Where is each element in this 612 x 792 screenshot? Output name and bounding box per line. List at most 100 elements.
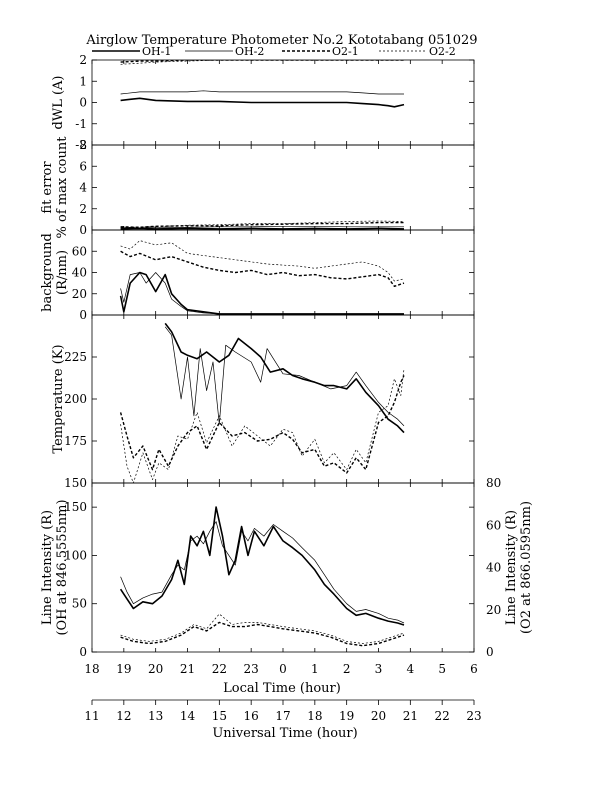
series-o2-1 — [119, 375, 405, 474]
legend-label-o2-1: O2-1 — [332, 45, 359, 58]
ut-tick-label: 19 — [339, 709, 354, 723]
local-time-tick-label: 21 — [180, 662, 195, 676]
series-o2-2 — [120, 240, 405, 282]
local-time-tick-label: 4 — [407, 662, 415, 676]
series-oh-1 — [119, 506, 405, 626]
y-tick-label: 0 — [79, 308, 87, 322]
panel-1: 2 1 0 -1 -2 dWL (A) — [51, 53, 475, 152]
y-tick-label: -2 — [75, 138, 87, 152]
ut-tick-label: 15 — [212, 709, 227, 723]
y-tick-label: 150 — [64, 500, 87, 514]
ut-tick-label: 21 — [403, 709, 418, 723]
y-tick-label: 175 — [64, 434, 87, 448]
local-time-tick-label: 6 — [470, 662, 478, 676]
y-axis-label-2: (R/nm) — [55, 250, 70, 295]
ut-tick-label: 11 — [84, 709, 99, 723]
ut-tick-label: 13 — [148, 709, 163, 723]
local-time-tick-label: 5 — [438, 662, 446, 676]
local-time-axis-label: Local Time (hour) — [223, 681, 341, 696]
y-tick-label: 40 — [72, 266, 87, 280]
local-time-tick-label: 20 — [148, 662, 163, 676]
y-tick-label: 60 — [72, 244, 87, 258]
legend-label-oh-1: OH-1 — [142, 45, 171, 58]
local-time-tick-label: 22 — [212, 662, 227, 676]
y-tick-label: 8 — [79, 138, 87, 152]
ut-axis-label: Universal Time (hour) — [212, 726, 357, 741]
series-o2-1 — [120, 221, 404, 229]
ut-tick-label: 22 — [435, 709, 450, 723]
local-time-tick-label: 19 — [116, 662, 131, 676]
series-oh-1 — [120, 97, 405, 108]
series-oh-2 — [120, 225, 404, 229]
local-time-tick-label: 2 — [343, 662, 351, 676]
panel-2: 8 6 4 2 0 fit error% of max count — [40, 136, 475, 239]
y-tick-label: 20 — [72, 287, 87, 301]
series-o2-1 — [120, 250, 405, 287]
legend-label-oh-2: OH-2 — [235, 45, 264, 58]
ut-tick-label: 23 — [466, 709, 481, 723]
series-oh-1 — [119, 271, 404, 315]
y-axis-label-2: (OH at 846.5555nm) — [55, 499, 70, 635]
y-tick-label: 0 — [79, 645, 87, 659]
y-tick-label: 225 — [64, 350, 87, 364]
y-tick-label: 1 — [79, 74, 87, 88]
panel-frame — [91, 144, 475, 231]
y-axis-label: background — [40, 233, 55, 312]
y-tick-label: 0 — [79, 223, 87, 237]
y2-axis-label: Line Intensity (R) — [504, 510, 519, 625]
y-axis-label: Temperature (K) — [51, 344, 66, 453]
series-o2-1 — [120, 621, 405, 647]
series-oh-2 — [120, 521, 405, 624]
local-time-tick-label: 0 — [279, 662, 287, 676]
y-tick-label: 0 — [79, 96, 87, 110]
ut-tick-label: 12 — [116, 709, 131, 723]
chart-title: Airglow Temperature Photometer No.2 Koto… — [85, 33, 477, 48]
ut-tick-label: 17 — [275, 709, 290, 723]
y-tick-label: 150 — [64, 476, 87, 490]
y-axis-label: dWL (A) — [51, 76, 66, 130]
y-tick-label: -1 — [75, 117, 87, 131]
ut-tick-label: 14 — [180, 709, 196, 723]
series-o2-2 — [120, 613, 405, 644]
y-tick-label: 200 — [64, 392, 87, 406]
y-tick-label: 6 — [79, 159, 87, 173]
local-time-tick-label: 1 — [311, 662, 319, 676]
panel-frame — [91, 314, 475, 484]
series-oh-2 — [120, 272, 404, 315]
legend: OH-1 OH-2 O2-1 O2-2 — [92, 45, 456, 58]
y-axis-label-2: % of max count — [55, 136, 70, 239]
y2-tick-label: 20 — [486, 603, 501, 617]
y2-axis-label-2: (O2 at 866.0595nm) — [519, 501, 534, 634]
series-o2-2 — [120, 60, 404, 65]
ut-tick-label: 20 — [371, 709, 386, 723]
local-time-tick-label: 18 — [84, 662, 99, 676]
series-oh-2 — [164, 326, 405, 427]
series-o2-2 — [120, 220, 405, 229]
series-oh-2 — [120, 90, 404, 95]
y-tick-label: 100 — [64, 548, 87, 562]
legend-label-o2-2: O2-2 — [429, 45, 456, 58]
ut-tick-label: 16 — [244, 709, 259, 723]
y-tick-label: 50 — [72, 597, 87, 611]
y2-tick-label: 40 — [486, 561, 501, 575]
series-oh-1 — [164, 322, 405, 434]
y-tick-label: 2 — [79, 202, 87, 216]
y-tick-label: 2 — [79, 53, 87, 67]
panel-frame — [91, 229, 475, 316]
panel-4: 225 200 175 150 Temperature (K) — [51, 314, 475, 490]
y2-tick-label: 0 — [486, 645, 494, 659]
y2-tick-label: 60 — [486, 518, 501, 532]
panel-frame — [91, 482, 475, 653]
y-axis-label: fit error — [40, 161, 55, 214]
local-time-tick-label: 23 — [244, 662, 259, 676]
y-axis-label: Line Intensity (R) — [40, 510, 55, 625]
y2-tick-label: 80 — [486, 476, 501, 490]
local-time-tick-label: 3 — [375, 662, 383, 676]
panel-3: 60 40 20 0 background (R/nm) — [40, 229, 475, 322]
y-tick-label: 4 — [79, 181, 87, 195]
ut-tick-label: 18 — [307, 709, 322, 723]
